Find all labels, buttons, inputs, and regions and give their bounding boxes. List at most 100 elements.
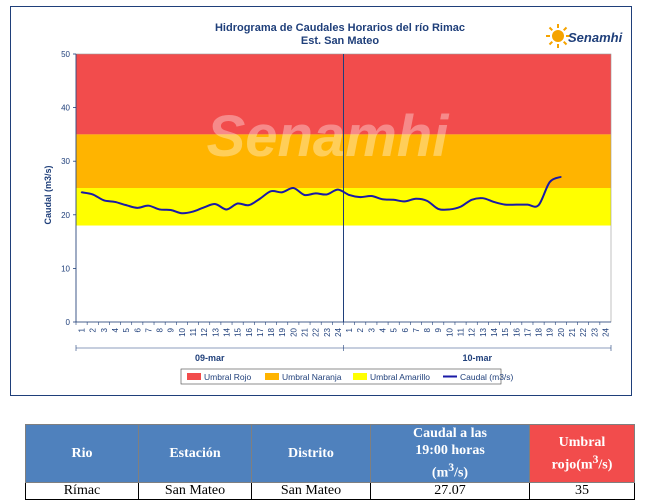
x-tick-label: 21	[568, 327, 577, 336]
legend-swatch	[187, 373, 201, 380]
data-point	[548, 181, 551, 183]
x-tick-label: 24	[601, 327, 610, 336]
x-tick-label: 6	[133, 327, 142, 332]
data-point	[225, 208, 228, 211]
y-tick-label: 20	[61, 211, 70, 220]
data-point	[91, 193, 94, 196]
x-tick-label: 17	[523, 327, 532, 336]
x-tick-label: 4	[379, 327, 388, 332]
data-point	[515, 203, 518, 206]
data-point	[325, 193, 328, 196]
x-tick-label: 14	[490, 327, 499, 336]
x-tick-label: 20	[557, 327, 566, 336]
legend-item-label: Umbral Rojo	[204, 372, 252, 382]
x-tick-label: 14	[222, 327, 231, 336]
header-umbral-sup: 3	[592, 452, 599, 466]
legend-item-label: Umbral Amarillo	[370, 372, 430, 382]
x-tick-label: 23	[323, 327, 332, 336]
x-tick-label: 20	[289, 327, 298, 336]
data-point	[103, 199, 105, 202]
legend-item-label: Caudal (m3/s)	[460, 372, 514, 382]
x-tick-label: 18	[267, 327, 276, 336]
header-umbral-line2: rojo(m	[551, 457, 593, 473]
x-tick-label: 11	[457, 327, 466, 336]
data-point	[192, 210, 194, 213]
data-point	[303, 194, 306, 196]
data-point	[392, 198, 395, 201]
y-axis-label: Caudal (m3/s)	[43, 165, 53, 224]
data-point	[270, 190, 272, 193]
x-tick-label: 3	[100, 327, 109, 332]
data-point	[482, 197, 484, 199]
cell-estacion: San Mateo	[138, 481, 252, 500]
chart-legend: Umbral Rojo Umbral Naranja Umbral Amarillo…	[180, 368, 514, 385]
day-group-label: 09-mar	[195, 353, 225, 363]
x-tick-label: 1	[345, 327, 354, 332]
watermark-text: Senamhi	[207, 104, 451, 169]
x-tick-label: 21	[300, 327, 309, 336]
data-point	[404, 200, 406, 203]
header-caudal: Caudal a las 19:00 horas (m3/s)	[370, 424, 530, 483]
x-tick-label: 6	[401, 327, 410, 332]
y-tick-label: 0	[66, 318, 71, 327]
x-tick-label: 8	[156, 327, 165, 332]
header-caudal-line1: Caudal a las	[413, 426, 487, 441]
y-tick-label: 10	[61, 264, 70, 273]
header-caudal-line2: 19:00 horas	[415, 443, 485, 458]
x-tick-label: 16	[245, 327, 254, 336]
data-point	[504, 203, 506, 206]
data-point	[370, 195, 373, 197]
data-point	[281, 191, 283, 194]
data-point	[114, 201, 116, 203]
data-point	[247, 204, 250, 206]
x-tick-label: 13	[211, 327, 220, 336]
x-tick-label: 2	[356, 327, 365, 332]
data-point	[136, 207, 139, 209]
cell-distrito: San Mateo	[251, 481, 371, 500]
data-point	[381, 198, 384, 201]
data-point	[526, 203, 529, 206]
header-estacion: Estación	[138, 424, 252, 483]
legend-item-label: Umbral Naranja	[282, 372, 342, 382]
y-tick-label: 40	[61, 104, 70, 113]
data-point	[359, 196, 362, 198]
data-point	[470, 198, 473, 201]
x-tick-label: 22	[312, 327, 321, 336]
legend-swatch	[265, 373, 279, 380]
legend-box	[180, 368, 502, 385]
data-point	[493, 201, 495, 203]
x-tick-label: 19	[546, 327, 555, 336]
x-tick-label: 7	[412, 327, 421, 332]
header-rio: Rio	[25, 424, 139, 483]
x-axis: 1 2 3 4 5 6 7 8 9 10 11 12 13 14 15 16 17 18 19 20 21 22 23 24 1…	[75, 321, 612, 363]
day-group-label: 10-mar	[462, 353, 492, 363]
x-tick-label: 9	[434, 327, 443, 332]
header-umbral-line1: Umbral	[558, 434, 606, 450]
cell-rio: Rímac	[25, 481, 139, 500]
data-point	[203, 206, 205, 209]
x-tick-label: 5	[122, 327, 131, 332]
data-point	[259, 197, 261, 200]
data-point	[426, 200, 428, 202]
data-point	[158, 208, 161, 211]
x-tick-label: 13	[479, 327, 488, 336]
data-point	[314, 192, 317, 195]
x-tick-label: 1	[78, 327, 87, 332]
data-point	[448, 208, 451, 211]
sun-icon	[546, 24, 570, 48]
x-tick-label: 17	[256, 327, 265, 336]
header-distrito: Distrito	[251, 424, 371, 483]
data-point	[214, 203, 217, 205]
x-tick-label: 9	[167, 327, 176, 332]
x-tick-label: 18	[535, 327, 544, 336]
x-tick-label: 12	[468, 327, 477, 336]
header-umbral-end: /s)	[598, 457, 613, 473]
data-point	[437, 208, 440, 210]
plot-area: Senamhi	[75, 53, 612, 323]
header-umbral: Umbral rojo(m3/s)	[529, 424, 635, 483]
header-caudal-sup: 3	[448, 461, 455, 474]
x-tick-label: 12	[200, 327, 209, 336]
data-point	[560, 176, 562, 178]
chart-title: Hidrograma de Caudales Horarios del río …	[215, 22, 465, 34]
x-tick-label: 5	[390, 327, 399, 332]
